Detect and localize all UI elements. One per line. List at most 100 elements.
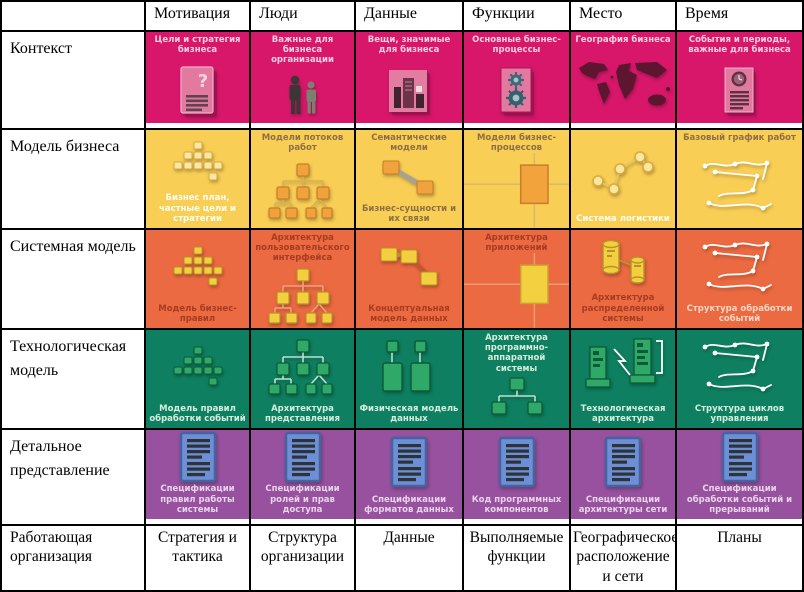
spec-document-icon	[721, 430, 759, 484]
pyramid-squares-yellow-icon	[166, 230, 230, 304]
matrix-cell: Модели бизнес-процессов	[464, 130, 569, 228]
column-header: Место	[571, 2, 675, 30]
row-label: Системная модель	[2, 230, 144, 328]
matrix-cell: Спецификации правил работы системы	[146, 430, 249, 524]
matrix-cell: Код программных компонентов	[464, 430, 569, 524]
footer-cell: Планы	[677, 526, 802, 590]
cell-caption: Модель правил обработки событий	[149, 403, 246, 424]
cell-caption: Базовый график работ	[683, 133, 796, 143]
footer-cell: Стратегия и тактика	[146, 526, 249, 590]
presentation-hierarchy-icon	[267, 330, 339, 404]
footer-cell: Выполняемые функции	[464, 526, 569, 590]
cell-caption: Архитектура распределенной системы	[581, 293, 665, 324]
matrix-cell: Важные для бизнеса организации	[251, 32, 354, 128]
cell-caption: Концептуальная модель данных	[368, 303, 450, 324]
matrix-cell: Модели потоков работ	[251, 130, 354, 228]
people-icon	[282, 66, 324, 128]
cylinders-link-icon	[585, 230, 661, 293]
cell-caption: Структура циклов управления	[694, 403, 785, 424]
world-map-icon	[574, 45, 672, 128]
pyramid-squares-green-icon	[166, 330, 230, 404]
sketch-diagram-icon	[697, 330, 783, 404]
matrix-cell: Модель правил обработки событий	[146, 330, 249, 428]
matrix-cell: Спецификации обработки событий и прерыва…	[677, 430, 802, 524]
column-header: Люди	[251, 2, 354, 30]
hw-sw-hierarchy-icon	[485, 374, 549, 428]
matrix-cell: Физическая модель данных	[356, 330, 462, 428]
matrix-cell: Структура обработки событий	[677, 230, 802, 328]
matrix-cell: Спецификации архитектуры сети	[571, 430, 675, 524]
entity-link-3-icon	[377, 230, 441, 304]
matrix-cell: Основные бизнес-процессы	[464, 32, 569, 128]
sketch-diagram-icon	[697, 230, 783, 304]
cell-caption: Вещи, значимые для бизнеса	[367, 35, 451, 56]
matrix-cell: Спецификации форматов данных	[356, 430, 462, 524]
spec-document-icon	[498, 430, 536, 495]
cell-caption: Основные бизнес-процессы	[472, 35, 561, 56]
cell-caption: Спецификации правил работы системы	[160, 484, 235, 515]
row-label: Контекст	[2, 32, 144, 128]
entity-link-icon	[377, 153, 441, 203]
cell-caption: Спецификации архитектуры сети	[578, 494, 668, 515]
cell-caption: Архитектура представления	[265, 403, 340, 424]
cell-caption: Система логистики	[576, 213, 670, 224]
matrix-cell: Семантические модели Бизнес-сущности и и…	[356, 130, 462, 228]
workflow-hierarchy-icon	[267, 153, 339, 228]
footer-cell: Структура организации	[251, 526, 354, 590]
matrix-cell: Архитектура представления	[251, 330, 354, 428]
row-label: Технологическая модель	[2, 330, 144, 428]
tech-towers-icon	[580, 330, 666, 404]
matrix-cell: Архитектура распределенной системы	[571, 230, 675, 328]
pyramid-nodes-icon	[166, 130, 230, 193]
sketch-diagram-icon	[697, 143, 783, 228]
column-header: Функции	[464, 2, 569, 30]
spec-document-icon	[604, 430, 642, 495]
cell-caption: Семантические модели	[371, 133, 447, 154]
cell-caption: Цели и стратегия бизнеса	[154, 35, 241, 56]
matrix-cell: Базовый график работ	[677, 130, 802, 228]
spec-document-icon	[390, 430, 428, 495]
cell-caption: Архитектура приложений	[485, 233, 548, 254]
business-objects-icon	[386, 55, 432, 128]
matrix-cell: Архитектура приложений	[464, 230, 569, 328]
logistics-network-icon	[584, 130, 662, 214]
cell-caption: Модели потоков работ	[261, 133, 344, 154]
cell-caption: Технологическая архитектура	[580, 403, 666, 424]
corner-cell	[2, 2, 144, 30]
column-header: Данные	[356, 2, 462, 30]
document-gears-icon	[497, 55, 537, 128]
svg-text:?: ?	[197, 71, 207, 92]
app-flow-cross-icon	[464, 253, 569, 328]
document-clock-icon	[721, 55, 759, 128]
column-header: Время	[677, 2, 802, 30]
spec-document-icon	[284, 430, 322, 484]
cell-caption: Модели бизнес-процессов	[476, 133, 557, 154]
matrix-cell: События и периоды, важные для бизнеса	[677, 32, 802, 128]
matrix-cell: Структура циклов управления	[677, 330, 802, 428]
cell-caption: География бизнеса	[575, 35, 671, 45]
matrix-cell: Архитектура пользовательского интерфейса	[251, 230, 354, 328]
matrix-cell: Система логистики	[571, 130, 675, 228]
cell-caption: Бизнес план, частные цели и стратегии	[159, 193, 236, 224]
row-label: Работающая организация	[2, 526, 144, 590]
cell-caption: Важные для бизнеса организации	[271, 35, 334, 66]
cell-caption: Структура обработки событий	[686, 303, 793, 324]
matrix-cell: Бизнес план, частные цели и стратегии	[146, 130, 249, 228]
cell-caption: События и периоды, важные для бизнеса	[688, 35, 791, 56]
document-question-icon: ?	[176, 55, 220, 128]
cell-caption: Архитектура программно-аппаратной систем…	[484, 333, 549, 374]
cell-caption: Код программных компонентов	[471, 494, 562, 515]
cell-caption: Спецификации обработки событий и прерыва…	[686, 484, 793, 515]
column-header: Мотивация	[146, 2, 249, 30]
spec-document-icon	[179, 430, 217, 484]
matrix-cell: Цели и стратегия бизнеса ?	[146, 32, 249, 128]
matrix-cell: Вещи, значимые для бизнеса	[356, 32, 462, 128]
matrix-cell: Концептуальная модель данных	[356, 230, 462, 328]
matrix-cell: Модель бизнес-правил	[146, 230, 249, 328]
footer-cell: Данные	[356, 526, 462, 590]
cell-caption: Архитектура пользовательского интерфейса	[255, 233, 350, 264]
row-label: Модель бизнеса	[2, 130, 144, 228]
cell-caption: Физическая модель данных	[359, 403, 459, 424]
cell-caption: Спецификации форматов данных	[364, 494, 454, 515]
